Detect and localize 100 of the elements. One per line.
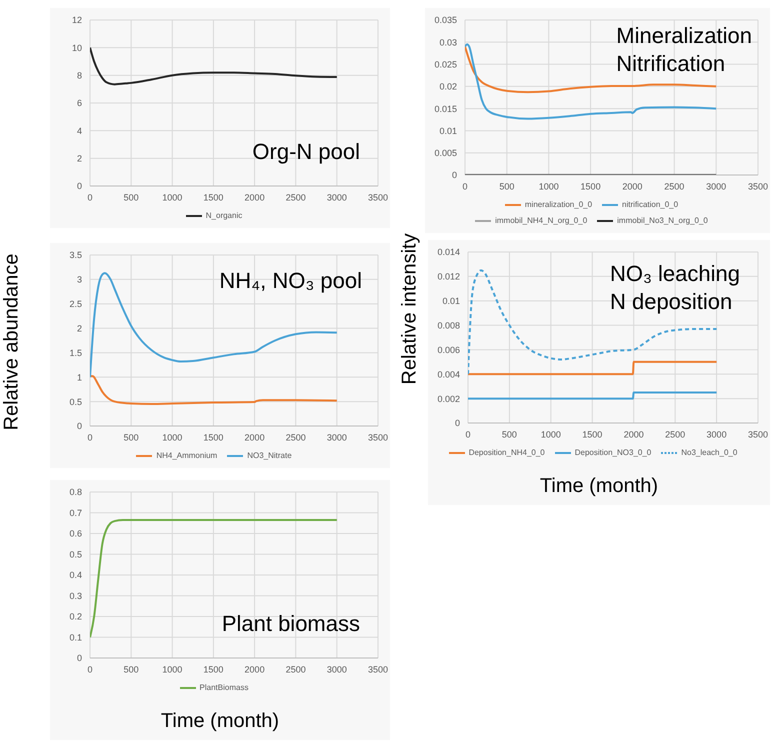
annotation: N deposition: [610, 288, 734, 316]
x-tick-label: 500: [502, 429, 517, 440]
x-tick-label: 0: [87, 192, 93, 202]
legend-label: N_organic: [206, 211, 242, 220]
y-tick-label: 0.7: [69, 508, 82, 518]
annotation: Org-N pool: [252, 138, 360, 166]
x-tick-label: 2500: [664, 181, 684, 192]
x-axis-title: Time (month): [160, 710, 280, 733]
y-tick-label: 0.01: [442, 296, 460, 306]
legend-label: PlantBiomass: [200, 683, 248, 692]
y-tick-label: 0.5: [69, 396, 82, 407]
y-tick-label: 0.5: [69, 549, 82, 560]
y-tick-label: 0.025: [434, 59, 457, 70]
legend-label: immobil_No3_N_org_0_0: [617, 216, 708, 226]
x-tick-label: 1500: [580, 181, 601, 192]
y-tick-label: 0.002: [437, 394, 460, 404]
y-tick-label: 0.3: [69, 590, 82, 601]
legend-label: NH4_Ammonium: [156, 451, 218, 460]
y-tick-label: 3.5: [69, 250, 82, 260]
legend-label: Deposition_NO3_0_0: [574, 448, 652, 458]
y-tick-label: 4: [76, 126, 82, 136]
line-series: [90, 46, 338, 86]
x-axis-title: Time (month): [538, 475, 660, 498]
x-tick-label: 500: [124, 664, 139, 674]
line-series: [90, 375, 338, 406]
y-axis-title: Relative abundance: [0, 253, 24, 430]
x-tick-label: 2500: [286, 664, 306, 674]
x-tick-label: 500: [124, 432, 139, 442]
y-tick-label: 0.012: [437, 272, 460, 282]
x-tick-label: 1000: [538, 181, 559, 192]
annotation: Nitrification: [616, 50, 726, 78]
y-tick-label: 0.004: [437, 369, 460, 380]
x-tick-label: 2000: [244, 192, 265, 202]
y-tick-label: 2: [76, 323, 82, 334]
y-tick-label: 10: [72, 42, 82, 53]
y-tick-label: 0.005: [434, 148, 457, 158]
y-tick-label: 0: [454, 418, 460, 428]
x-tick-label: 2000: [622, 181, 642, 192]
x-tick-label: 3500: [368, 432, 388, 442]
x-tick-label: 1000: [162, 192, 182, 202]
x-tick-label: 2500: [665, 429, 686, 440]
x-tick-label: 3000: [326, 432, 347, 442]
x-tick-label: 3500: [368, 192, 388, 202]
y-tick-label: 0.4: [69, 570, 82, 580]
annotation: Plant biomass: [222, 610, 360, 638]
x-tick-label: 500: [499, 181, 514, 192]
legend-label: NO3_Nitrate: [247, 451, 292, 460]
legend-label: nitrification_0_0: [622, 200, 678, 210]
y-tick-label: 3: [76, 274, 82, 285]
y-tick-label: 2: [76, 154, 82, 164]
y-tick-label: 0: [76, 421, 82, 432]
annotation: NO₃ leaching: [610, 260, 740, 288]
x-tick-label: 0: [87, 664, 93, 674]
x-tick-label: 3000: [706, 181, 726, 192]
y-tick-label: 8: [76, 70, 82, 81]
y-tick-label: 1.5: [69, 348, 82, 358]
x-tick-label: 2000: [244, 432, 265, 442]
x-tick-label: 0: [465, 429, 471, 440]
legend-label: Deposition_NH4_0_0: [468, 448, 545, 458]
x-tick-label: 1000: [540, 429, 561, 440]
x-tick-label: 1000: [162, 664, 182, 674]
y-tick-label: 0.1: [69, 632, 82, 642]
y-tick-label: 0.2: [69, 612, 82, 622]
annotation: NH₄, NO₃ pool: [219, 267, 362, 295]
x-tick-label: 0: [87, 432, 93, 442]
x-tick-label: 2500: [286, 192, 306, 202]
y-tick-label: 2.5: [69, 299, 82, 310]
y-tick-label: 0.01: [439, 126, 457, 136]
x-tick-label: 2500: [286, 432, 306, 442]
x-tick-label: 3000: [706, 429, 727, 440]
x-tick-label: 3500: [368, 664, 388, 674]
y-tick-label: 0.006: [437, 344, 460, 355]
annotation: Mineralization: [616, 22, 752, 50]
x-tick-label: 2000: [244, 664, 265, 674]
x-tick-label: 0: [462, 181, 468, 192]
legend-label: immobil_NH4_N_org_0_0: [495, 216, 588, 226]
x-tick-label: 1500: [203, 432, 224, 442]
y-tick-label: 0.015: [434, 104, 457, 114]
y-tick-label: 6: [76, 98, 82, 108]
y-tick-label: 12: [72, 15, 82, 26]
legend-label: mineralization_0_0: [524, 200, 592, 210]
x-tick-label: 3500: [748, 181, 768, 192]
x-tick-label: 3000: [326, 664, 347, 674]
y-tick-label: 0.035: [434, 15, 457, 26]
x-tick-label: 1500: [582, 429, 602, 440]
y-tick-label: 1: [76, 372, 82, 382]
x-tick-label: 3000: [326, 192, 347, 202]
x-tick-label: 1500: [203, 192, 224, 202]
y-tick-label: 0.014: [437, 247, 460, 258]
x-tick-label: 2000: [624, 429, 644, 440]
x-tick-label: 1000: [162, 432, 182, 442]
y-tick-label: 0.02: [439, 82, 457, 92]
x-tick-label: 1500: [203, 664, 224, 674]
y-tick-label: 0.6: [69, 528, 82, 539]
y-tick-label: 0.8: [69, 487, 82, 498]
x-tick-label: 3500: [748, 429, 768, 440]
y-tick-label: 0.03: [439, 37, 457, 48]
y-axis-title: Relative intensity: [398, 232, 422, 384]
y-tick-label: 0.008: [437, 320, 460, 330]
legend-label: No3_leach_0_0: [681, 448, 738, 458]
